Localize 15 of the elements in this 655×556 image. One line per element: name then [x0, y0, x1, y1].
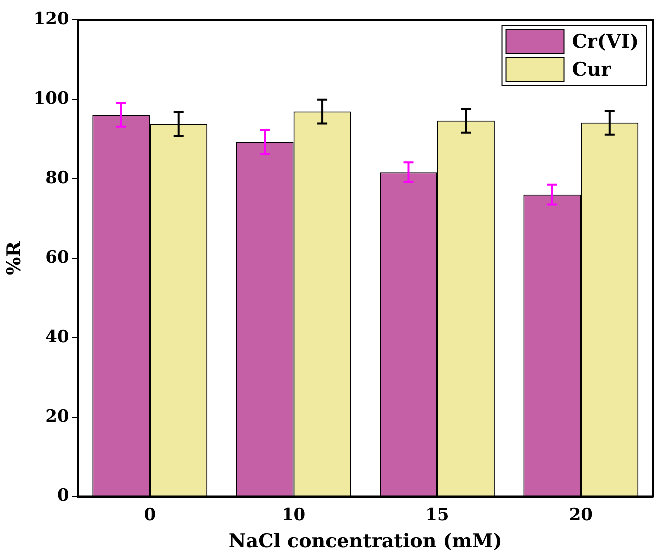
legend-label: Cur: [572, 58, 612, 81]
x-tick-label: 10: [282, 505, 306, 526]
y-tick-label: 80: [46, 168, 70, 188]
y-tick-label: 120: [34, 9, 70, 30]
x-tick-label: 0: [144, 505, 156, 526]
x-tick-label: 15: [426, 505, 450, 526]
legend-label: Cr(VI): [572, 30, 640, 53]
y-tick-label: 0: [57, 486, 70, 506]
y-tick-label: 100: [34, 88, 70, 109]
x-axis-title: NaCl concentration (mM): [228, 530, 502, 553]
y-tick-label: 20: [46, 406, 70, 427]
x-tick-label: 20: [569, 505, 594, 526]
y-axis-title: %R: [3, 241, 26, 276]
y-tick-label: 60: [46, 248, 70, 268]
y-tick-label: 40: [46, 327, 70, 348]
